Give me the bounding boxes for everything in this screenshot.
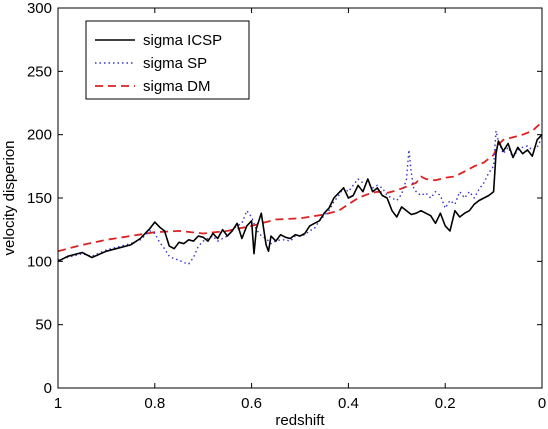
x-tick-label: 0.6 (241, 395, 262, 412)
series-line-sigma-dm (57, 121, 543, 253)
x-tick-label: 0.4 (338, 395, 359, 412)
legend-label-sigma-sp: sigma SP (143, 55, 207, 72)
legend: sigma ICSP sigma SP sigma DM (85, 20, 250, 100)
y-tick-label: 250 (27, 63, 52, 80)
series-line-sigma-icsp (57, 134, 543, 263)
x-axis-label: redshift (275, 412, 325, 429)
y-tick-label: 150 (27, 190, 52, 207)
y-tick-label: 50 (35, 317, 52, 334)
x-tick-label: 0.2 (435, 395, 456, 412)
y-axis-label: velocity disperion (1, 140, 18, 255)
y-tick-label: 300 (27, 0, 52, 17)
y-tick-label: 200 (27, 127, 52, 144)
x-tick-label: 1 (54, 395, 62, 412)
legend-label-sigma-dm: sigma DM (143, 78, 211, 95)
series-layer (57, 121, 543, 265)
series-line-sigma-sp (57, 130, 543, 265)
x-tick-label: 0.8 (144, 395, 165, 412)
x-tick-label: 0 (538, 395, 546, 412)
y-tick-label: 0 (44, 380, 52, 397)
legend-label-sigma-icsp: sigma ICSP (143, 32, 222, 49)
y-tick-label: 100 (27, 253, 52, 270)
ticks-layer: 1 0.8 0.6 0.4 0.2 0 0 50 100 150 200 250 300 (27, 0, 546, 412)
